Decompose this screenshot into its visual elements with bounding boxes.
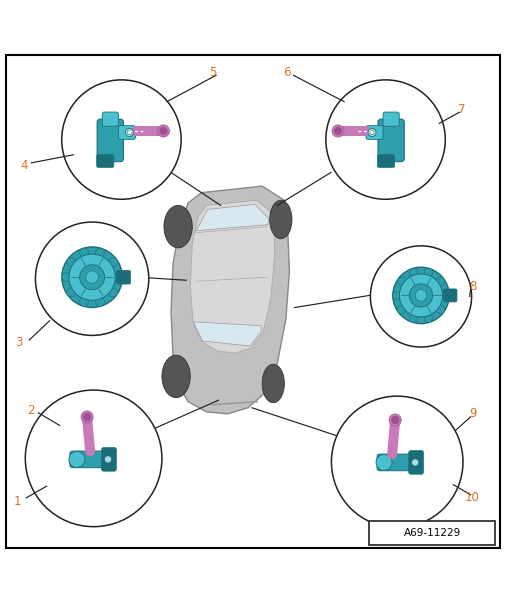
Circle shape (81, 411, 93, 423)
Circle shape (157, 125, 169, 137)
Ellipse shape (269, 200, 291, 239)
Circle shape (83, 413, 91, 421)
Circle shape (370, 246, 471, 347)
Circle shape (423, 268, 432, 277)
Circle shape (95, 297, 105, 306)
Circle shape (95, 248, 105, 257)
Circle shape (69, 452, 85, 467)
Ellipse shape (164, 206, 192, 248)
Circle shape (105, 456, 112, 463)
FancyBboxPatch shape (377, 154, 394, 168)
Polygon shape (190, 200, 274, 353)
Circle shape (388, 414, 400, 426)
Text: 1: 1 (14, 495, 21, 508)
Circle shape (35, 222, 148, 335)
Circle shape (108, 288, 117, 297)
Circle shape (67, 257, 76, 267)
Circle shape (435, 306, 444, 314)
Circle shape (108, 257, 117, 267)
FancyBboxPatch shape (377, 119, 403, 162)
Circle shape (125, 128, 133, 136)
Circle shape (411, 459, 418, 466)
Circle shape (62, 247, 122, 308)
Circle shape (375, 455, 391, 470)
FancyBboxPatch shape (408, 450, 423, 474)
FancyBboxPatch shape (102, 112, 118, 126)
Circle shape (396, 277, 405, 285)
Circle shape (159, 127, 167, 135)
Text: 3: 3 (16, 336, 23, 350)
Circle shape (390, 416, 398, 424)
FancyBboxPatch shape (443, 289, 456, 302)
Circle shape (396, 306, 405, 314)
FancyBboxPatch shape (97, 119, 123, 162)
Circle shape (409, 314, 417, 323)
Polygon shape (193, 322, 261, 346)
Circle shape (333, 127, 341, 135)
FancyBboxPatch shape (96, 154, 114, 168)
Circle shape (367, 128, 375, 136)
Circle shape (79, 297, 88, 306)
FancyBboxPatch shape (118, 125, 135, 139)
Ellipse shape (262, 364, 284, 403)
FancyBboxPatch shape (382, 112, 398, 126)
Circle shape (62, 80, 181, 199)
Circle shape (369, 130, 373, 134)
Bar (369, 521, 494, 545)
Circle shape (67, 288, 76, 297)
Circle shape (113, 273, 122, 282)
Ellipse shape (162, 355, 190, 397)
Text: 9: 9 (468, 408, 475, 420)
Text: 4: 4 (21, 159, 28, 172)
Circle shape (62, 273, 71, 282)
Circle shape (331, 396, 462, 528)
Text: 10: 10 (464, 491, 479, 504)
Circle shape (415, 289, 426, 302)
Text: 2: 2 (28, 404, 35, 417)
Circle shape (331, 125, 343, 137)
Text: 7: 7 (457, 103, 464, 116)
Circle shape (435, 277, 444, 285)
Text: A69-11229: A69-11229 (402, 528, 460, 538)
Polygon shape (171, 186, 289, 414)
Circle shape (409, 284, 432, 307)
FancyBboxPatch shape (376, 454, 421, 471)
Circle shape (325, 80, 444, 199)
Circle shape (392, 291, 400, 300)
Circle shape (392, 267, 448, 324)
Circle shape (398, 274, 442, 317)
Circle shape (86, 271, 98, 283)
Circle shape (409, 268, 417, 277)
FancyBboxPatch shape (70, 451, 114, 468)
Circle shape (79, 248, 88, 257)
Circle shape (440, 291, 448, 300)
Polygon shape (196, 204, 268, 231)
Text: 6: 6 (283, 66, 290, 79)
Circle shape (25, 390, 162, 526)
Circle shape (127, 130, 131, 134)
Circle shape (79, 265, 105, 289)
Text: 8: 8 (468, 280, 475, 293)
Text: 5: 5 (209, 66, 216, 79)
Circle shape (69, 254, 115, 300)
FancyBboxPatch shape (102, 447, 116, 471)
FancyBboxPatch shape (116, 270, 130, 284)
FancyBboxPatch shape (365, 125, 382, 139)
Circle shape (423, 314, 432, 323)
